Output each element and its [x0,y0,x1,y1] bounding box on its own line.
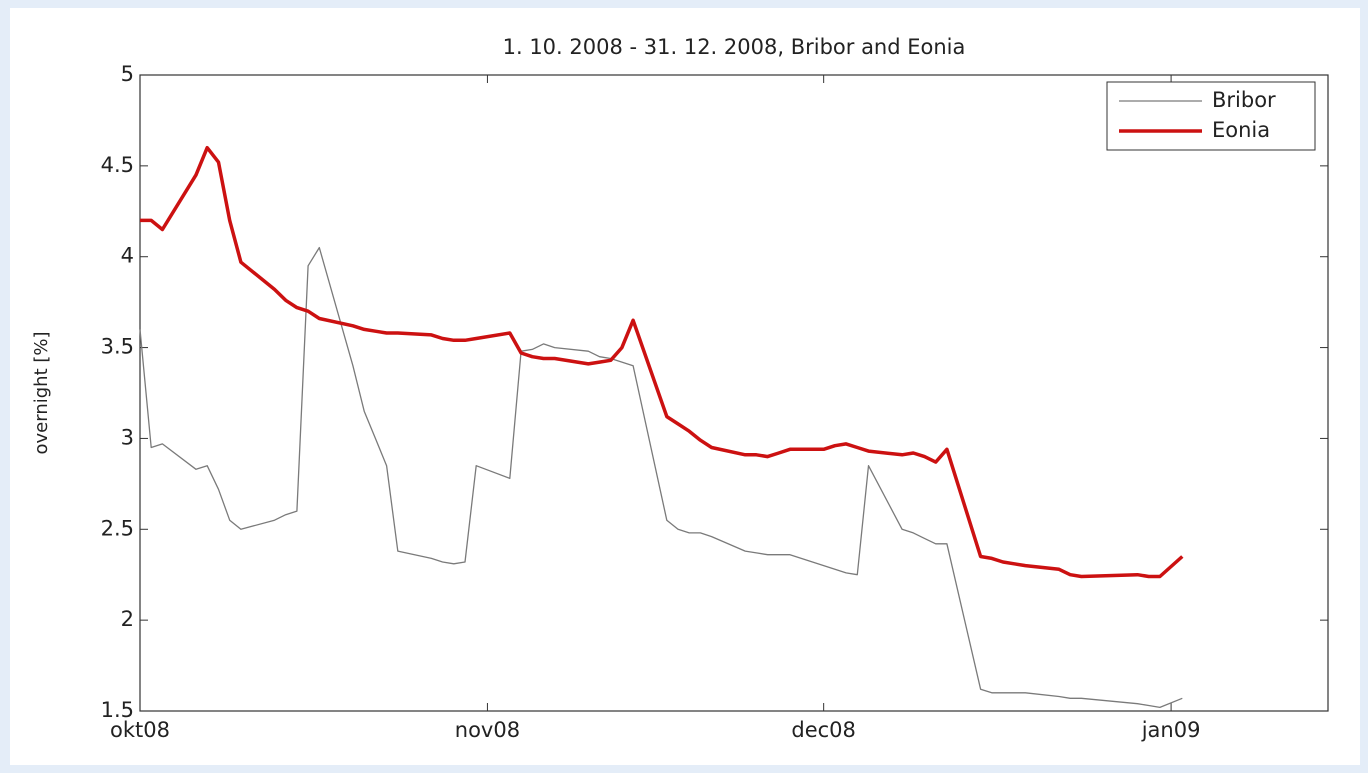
y-tick-label: 1.5 [101,698,134,722]
y-tick-label: 2.5 [101,516,134,540]
chart-title: 1. 10. 2008 - 31. 12. 2008, Bribor and E… [503,35,966,59]
y-tick-label: 2 [121,607,134,631]
x-tick-label: nov08 [455,718,520,742]
y-tick-label: 3.5 [101,335,134,359]
x-tick-label: okt08 [110,718,170,742]
legend-box [1106,81,1316,151]
series-line [140,145,1184,579]
plot-frame [139,74,1329,712]
legend-label: Bribor [1212,88,1276,112]
y-tick-label: 4 [121,244,134,268]
y-tick-label: 5 [121,62,134,86]
series-line [139,246,1183,709]
legend-label: Eonia [1212,118,1270,142]
y-axis-label: overnight [%] [31,332,52,455]
x-tick-label: dec08 [791,718,856,742]
x-tick-label: jan09 [1141,718,1201,742]
y-tick-label: 4.5 [101,153,134,177]
y-tick-label: 3 [121,425,134,449]
